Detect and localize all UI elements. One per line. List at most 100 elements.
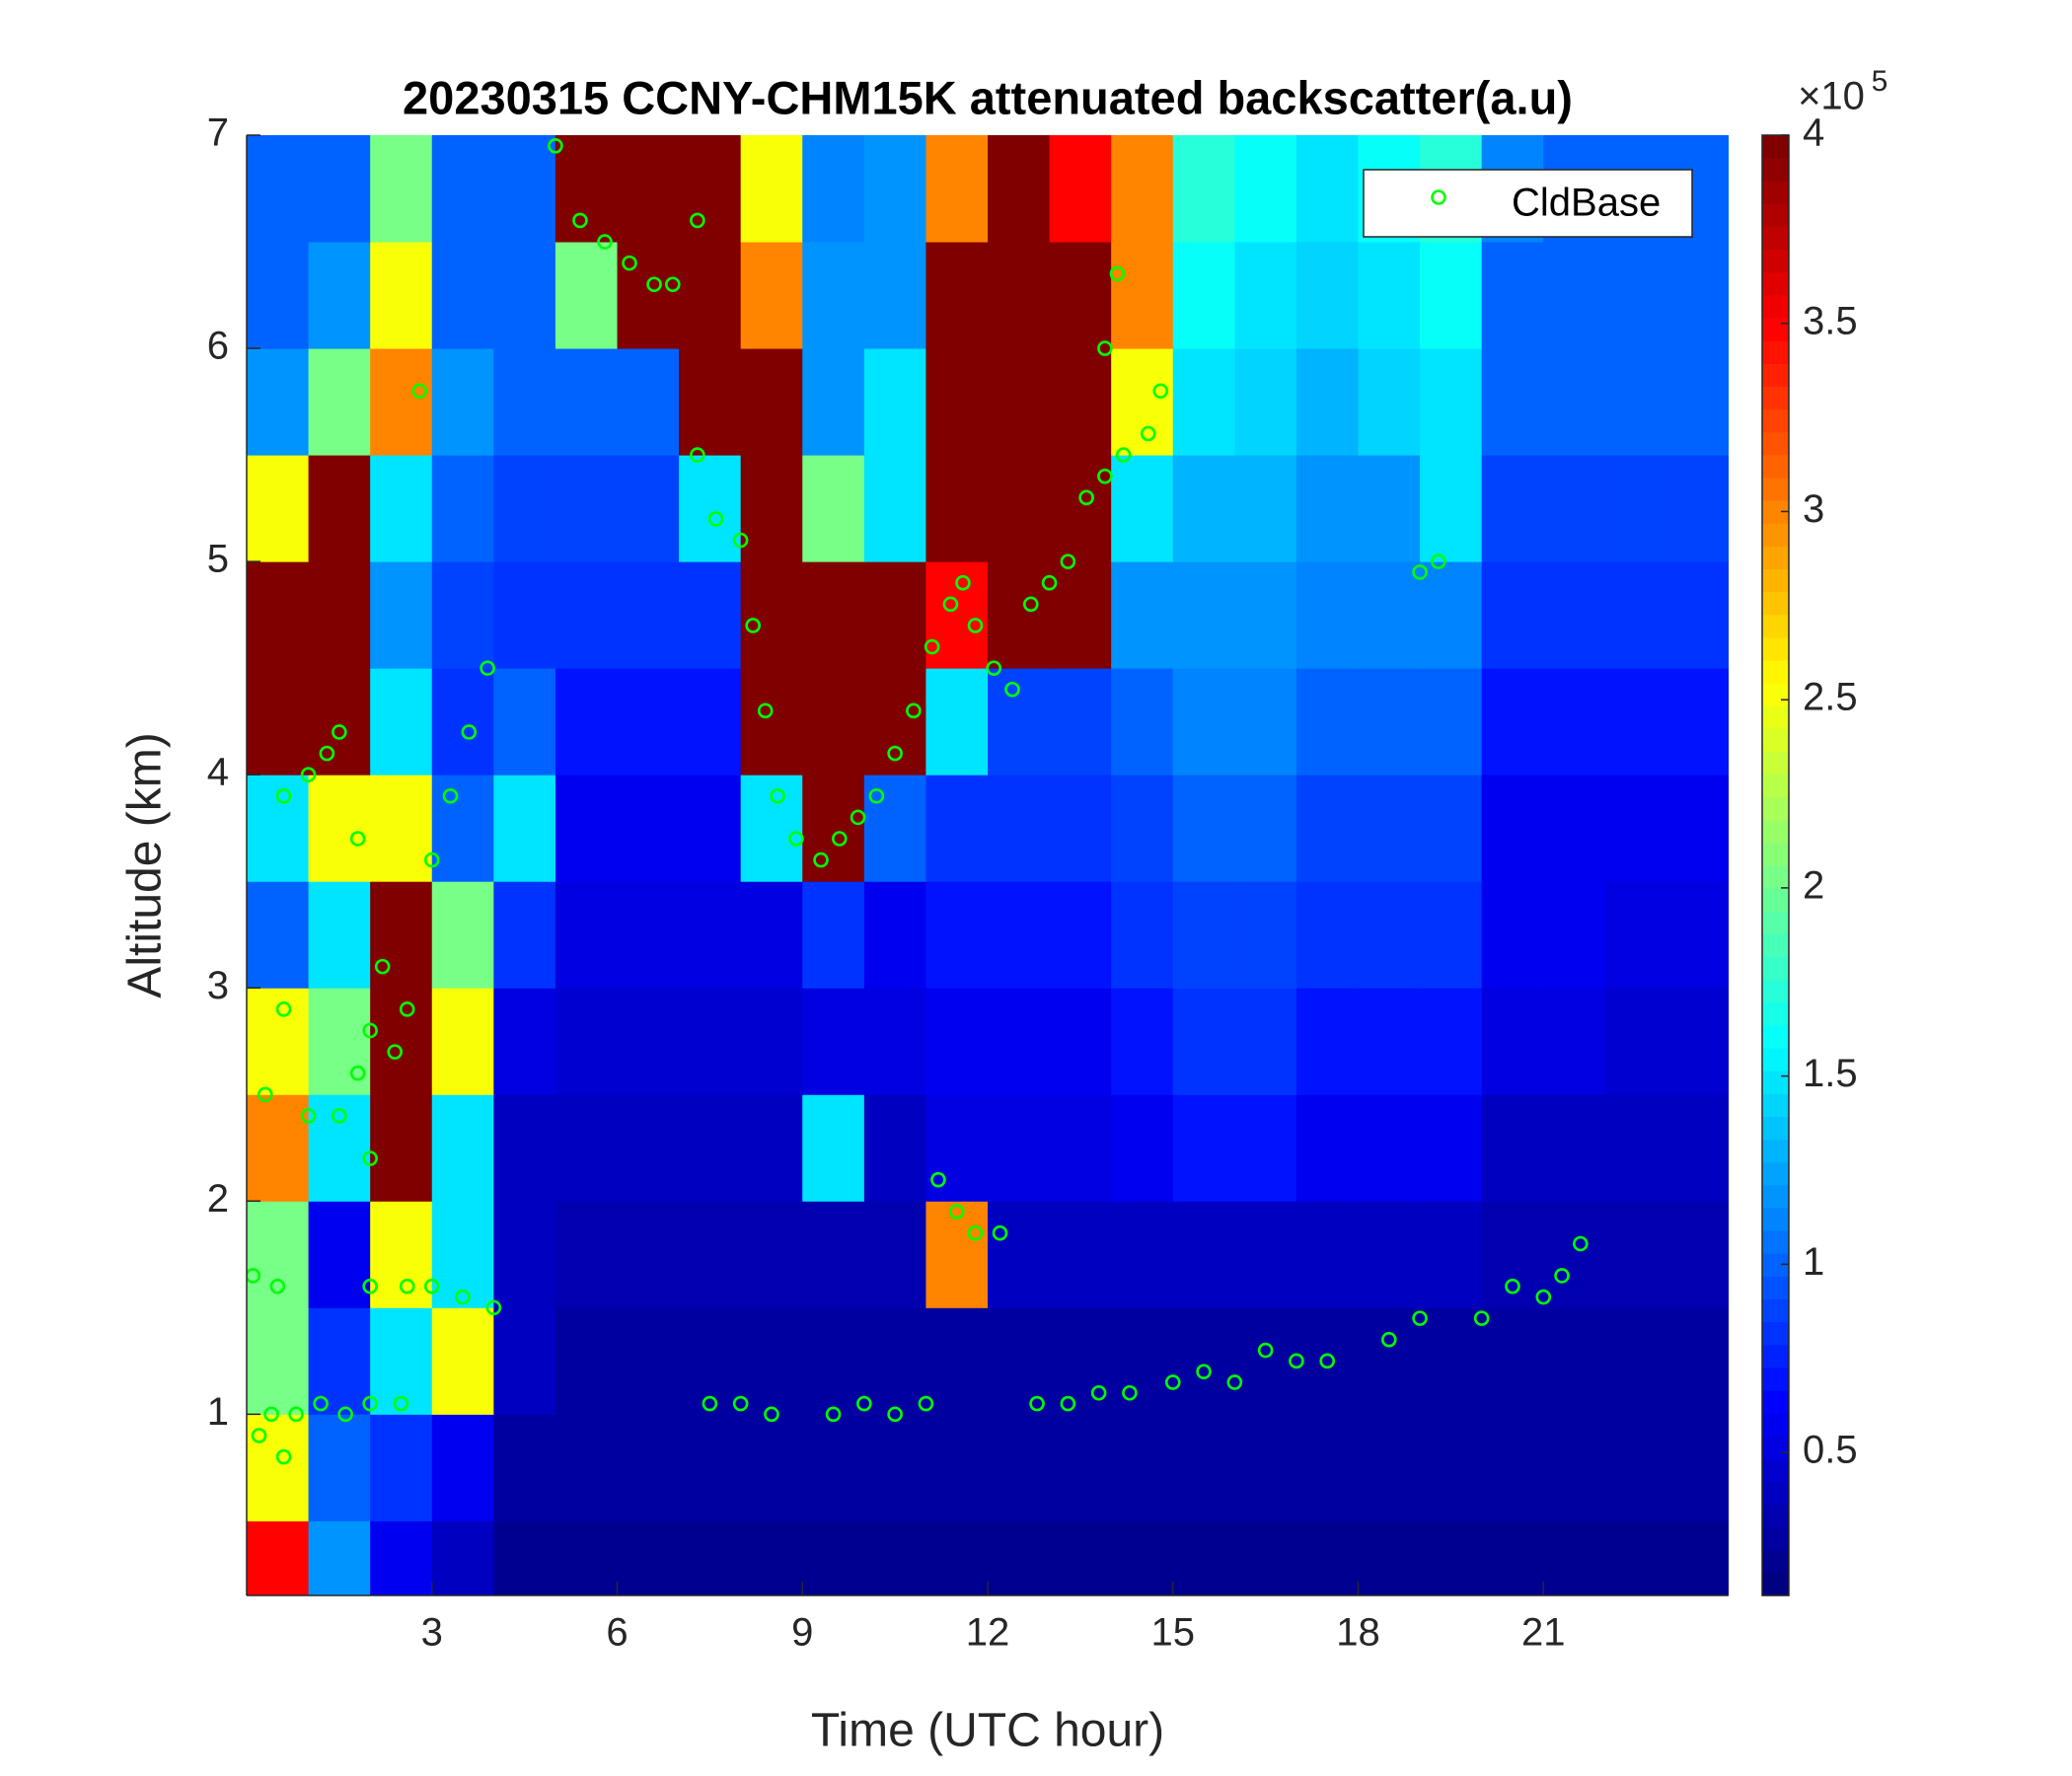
colorbar-exponent: 5 bbox=[1872, 65, 1888, 98]
heatmap-cell bbox=[1481, 348, 1544, 456]
cloud-base-marker bbox=[856, 1395, 872, 1412]
colorbar-swatch bbox=[1762, 796, 1789, 821]
cloud-base-marker bbox=[572, 212, 588, 229]
heatmap-cell bbox=[370, 988, 433, 1095]
heatmap-cell bbox=[1420, 242, 1483, 349]
heatmap-cell bbox=[1111, 1414, 1174, 1521]
heatmap-cell bbox=[247, 561, 310, 669]
heatmap-cell bbox=[370, 242, 433, 349]
colorbar-swatch bbox=[1762, 1367, 1789, 1391]
y-tick-label: 5 bbox=[207, 538, 229, 581]
colorbar-swatch bbox=[1762, 1071, 1789, 1094]
heatmap-cell bbox=[370, 1414, 433, 1521]
heatmap-cell bbox=[988, 135, 1051, 243]
heatmap-cell bbox=[431, 135, 494, 243]
heatmap-cell bbox=[1172, 775, 1235, 882]
cloud-base-marker bbox=[690, 447, 705, 463]
heatmap-cell bbox=[1543, 1201, 1606, 1308]
heatmap-cell bbox=[1543, 455, 1606, 562]
heatmap-cell bbox=[247, 881, 310, 989]
heatmap-cell bbox=[1172, 1414, 1235, 1521]
colorbar-swatch bbox=[1762, 956, 1789, 981]
heatmap-cell bbox=[1481, 561, 1544, 669]
heatmap-cell bbox=[1049, 668, 1112, 776]
colorbar-swatch bbox=[1762, 1139, 1789, 1163]
heatmap-cell bbox=[1295, 1307, 1359, 1415]
colorbar-swatch bbox=[1762, 1572, 1789, 1596]
heatmap-cell bbox=[740, 1414, 803, 1521]
heatmap-cell bbox=[1234, 988, 1297, 1095]
y-tick-label: 4 bbox=[207, 751, 229, 794]
heatmap-cell bbox=[1172, 881, 1235, 989]
heatmap-cell bbox=[1666, 348, 1729, 456]
heatmap-cell bbox=[370, 561, 433, 669]
colorbar-swatch bbox=[1762, 591, 1789, 616]
heatmap-cell bbox=[370, 1201, 433, 1308]
colorbar-tick-label: 1.5 bbox=[1803, 1052, 1858, 1095]
cloud-base-marker bbox=[1078, 489, 1094, 506]
heatmap-cell bbox=[1111, 348, 1174, 456]
x-tick-label: 9 bbox=[791, 1611, 813, 1655]
cloud-base-marker bbox=[423, 851, 440, 868]
heatmap-cell bbox=[925, 1094, 989, 1202]
heatmap-cell bbox=[370, 1094, 433, 1202]
heatmap-cell bbox=[925, 1414, 989, 1521]
heatmap-cell bbox=[555, 775, 618, 882]
heatmap-cell bbox=[617, 668, 680, 776]
heatmap-cell bbox=[1295, 668, 1359, 776]
heatmap-cell bbox=[555, 1201, 618, 1308]
colorbar-multiplier: ×10 bbox=[1798, 75, 1865, 118]
cloud-base-marker bbox=[300, 767, 317, 782]
heatmap-cell bbox=[555, 135, 618, 243]
cloud-base-marker bbox=[924, 638, 940, 655]
heatmap-cell bbox=[1111, 1094, 1174, 1202]
heatmap-cell bbox=[1420, 775, 1483, 882]
heatmap-cell bbox=[925, 242, 989, 349]
heatmap-cell bbox=[1420, 1307, 1483, 1415]
heatmap-cell bbox=[988, 242, 1051, 349]
heatmap-cell bbox=[1111, 668, 1174, 776]
heatmap-cell bbox=[988, 775, 1051, 882]
heatmap-cell bbox=[308, 242, 371, 349]
heatmap-cell bbox=[1049, 988, 1112, 1095]
heatmap-cell bbox=[1234, 775, 1297, 882]
cloud-base-marker bbox=[455, 1289, 471, 1305]
heatmap-cell bbox=[1295, 1414, 1359, 1521]
cloud-base-marker bbox=[332, 724, 347, 740]
heatmap-cell bbox=[1420, 561, 1483, 669]
cloud-base-marker bbox=[745, 618, 761, 633]
heatmap-cell bbox=[493, 242, 556, 349]
cloud-base-marker bbox=[362, 1022, 378, 1039]
cloud-base-marker bbox=[1140, 425, 1156, 442]
colorbar-swatch bbox=[1762, 774, 1789, 798]
heatmap-cell bbox=[1420, 1094, 1483, 1202]
heatmap-cell bbox=[863, 348, 926, 456]
heatmap-cell bbox=[1111, 561, 1174, 669]
heatmap-cell bbox=[431, 668, 494, 776]
cloud-base-marker bbox=[1060, 554, 1076, 569]
heatmap-cell bbox=[1481, 1094, 1544, 1202]
heatmap-cell bbox=[555, 242, 618, 349]
cloud-base-marker bbox=[1097, 468, 1113, 484]
heatmap-cell bbox=[247, 242, 310, 349]
heatmap-cell bbox=[802, 988, 865, 1095]
heatmap-cell bbox=[802, 1414, 865, 1521]
colorbar-swatch bbox=[1762, 1413, 1789, 1437]
heatmap-cell bbox=[1111, 135, 1174, 243]
heatmap-cell bbox=[925, 881, 989, 989]
heatmap-cell bbox=[247, 1307, 310, 1415]
cloud-base-marker bbox=[690, 212, 705, 229]
colorbar-tick-label: 0.5 bbox=[1803, 1429, 1858, 1472]
cloud-base-marker bbox=[275, 1001, 292, 1017]
heatmap-cell bbox=[1420, 881, 1483, 989]
heatmap-cell bbox=[1358, 1520, 1421, 1595]
heatmap-cell bbox=[617, 135, 680, 243]
heatmap-cell bbox=[1358, 1414, 1421, 1521]
cloud-base-marker bbox=[1090, 1384, 1107, 1401]
heatmap-cell bbox=[1295, 561, 1359, 669]
y-tick-label: 3 bbox=[207, 964, 229, 1007]
heatmap-cell bbox=[493, 1201, 556, 1308]
heatmap-cell bbox=[1111, 775, 1174, 882]
heatmap-cell bbox=[925, 348, 989, 456]
